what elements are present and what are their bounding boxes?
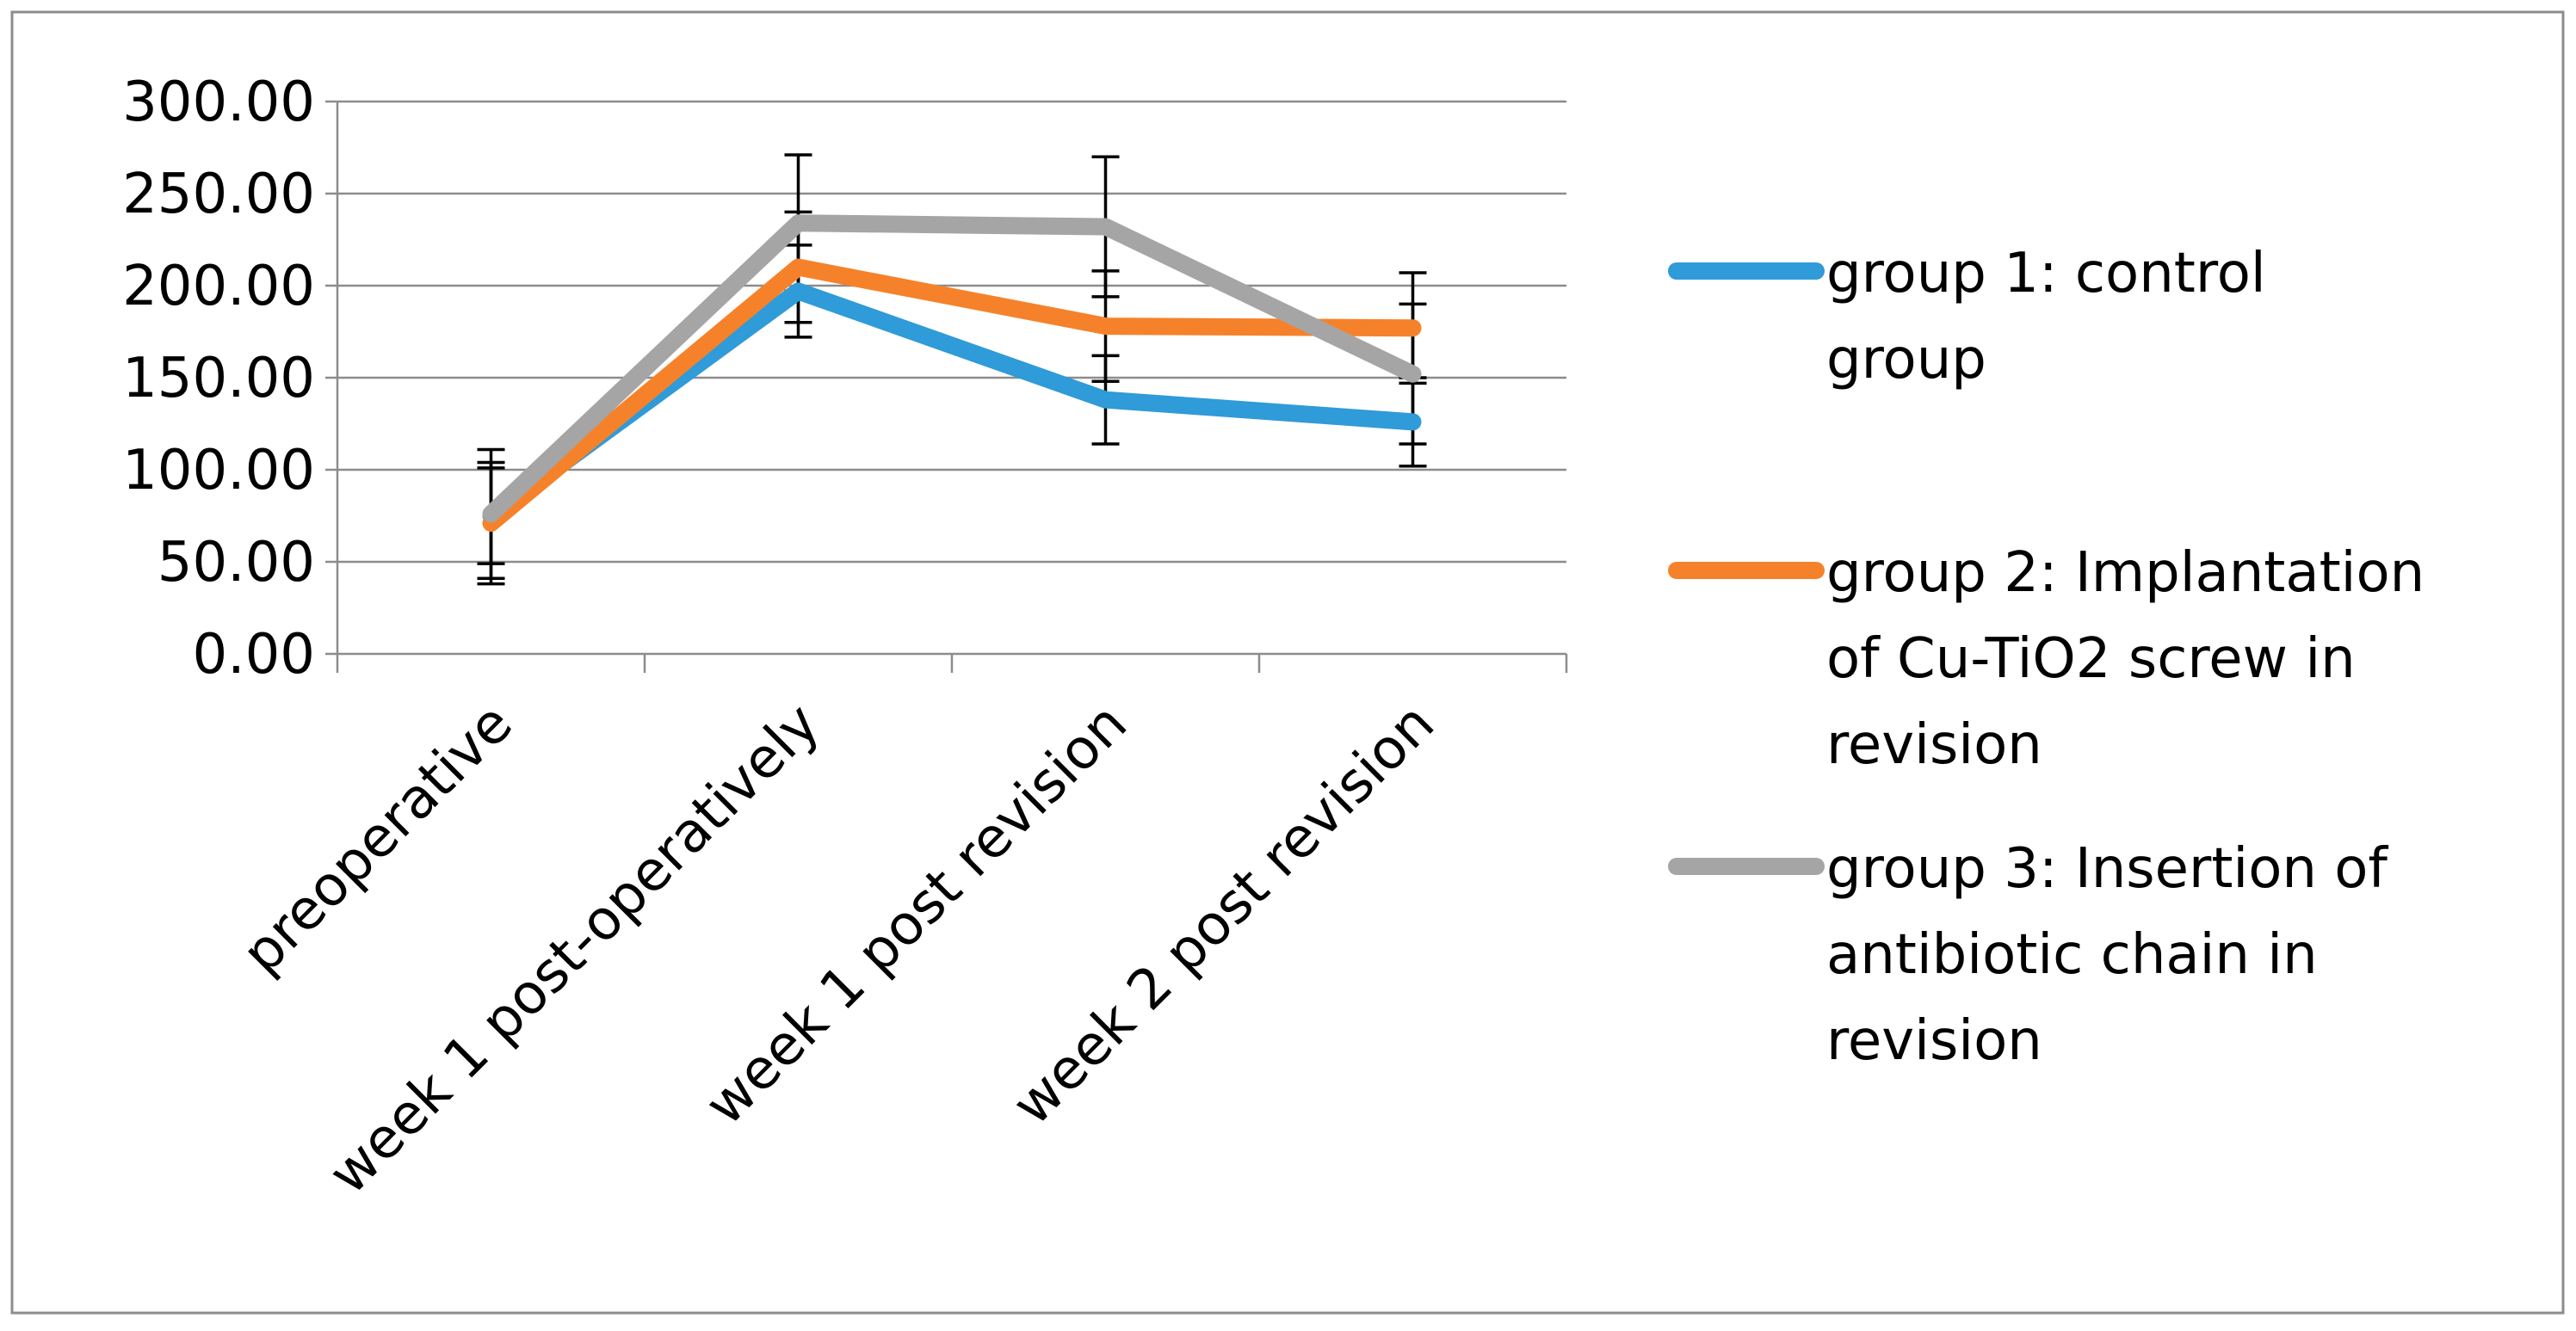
axes bbox=[325, 100, 1568, 673]
y-tick-label: 100.00 bbox=[122, 439, 315, 502]
y-tick-label: 250.00 bbox=[122, 163, 315, 226]
legend-entry-group-3: group 3: Insertion of antibiotic chain in… bbox=[1668, 837, 2388, 1073]
y-tick-label: 200.00 bbox=[122, 255, 315, 318]
legend-label-line: group 2: Implantation bbox=[1826, 541, 2425, 605]
legend-label-line: revision bbox=[1826, 1009, 2042, 1073]
legend-entry-group-1: group 1: control group bbox=[1668, 242, 2266, 391]
chart-border bbox=[10, 10, 2565, 1315]
legend-label-line: group 1: control bbox=[1826, 242, 2266, 305]
legend: group 1: control group group 2: Implantati… bbox=[1668, 242, 2425, 1073]
y-tick-label: 150.00 bbox=[122, 347, 315, 410]
series-line-group-2 bbox=[482, 258, 1422, 533]
legend-label-line: group 3: Insertion of bbox=[1826, 837, 2388, 901]
legend-label-line: of Cu-TiO2 screw in bbox=[1826, 627, 2356, 691]
error-bars bbox=[477, 153, 1427, 586]
y-tick-label: 0.00 bbox=[193, 623, 316, 687]
legend-label-line: revision bbox=[1826, 713, 2042, 777]
series-line-group-3 bbox=[482, 214, 1422, 523]
legend-entry-group-2: group 2: Implantation of Cu-TiO2 screw in… bbox=[1668, 541, 2425, 777]
legend-label-line: group bbox=[1826, 328, 1986, 391]
series-lines bbox=[482, 214, 1422, 533]
y-tick-label: 300.00 bbox=[122, 71, 315, 134]
y-tick-label: 50.00 bbox=[158, 531, 315, 595]
legend-label-line: antibiotic chain in bbox=[1826, 923, 2318, 987]
